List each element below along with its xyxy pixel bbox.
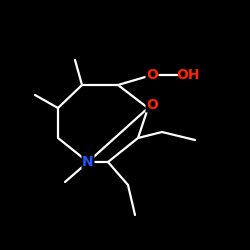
Text: O: O — [146, 68, 158, 82]
FancyBboxPatch shape — [82, 154, 94, 170]
FancyBboxPatch shape — [146, 98, 158, 112]
Text: O: O — [146, 98, 158, 112]
FancyBboxPatch shape — [146, 68, 158, 82]
Text: OH: OH — [176, 68, 200, 82]
Text: N: N — [82, 155, 94, 169]
FancyBboxPatch shape — [178, 68, 198, 82]
